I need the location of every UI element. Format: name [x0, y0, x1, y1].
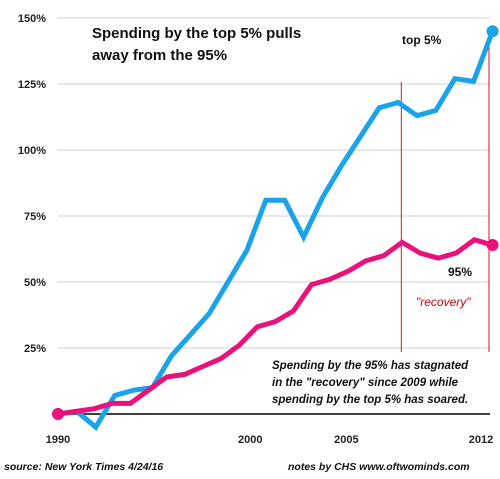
x-tick-label: 1990	[46, 434, 70, 446]
chart-title-line-2: away from the 95%	[92, 47, 227, 64]
chart-title-line-1: Spending by the top 5% pulls	[92, 25, 301, 42]
annotation-line-3: spending by the top 5% has soared.	[272, 394, 468, 406]
x-tick-label: 2000	[238, 434, 262, 446]
recovery-label: "recovery"	[416, 295, 471, 309]
gridlines	[58, 17, 490, 349]
x-axis-ticks: 1990 2000 2005 2012	[46, 434, 493, 446]
source-note: source: New York Times 4/24/16	[4, 461, 163, 473]
series-line-top5	[57, 30, 495, 431]
author-note: notes by CHS www.oftwominds.com	[288, 461, 470, 473]
annotation-line-1: Spending by the 95% has stagnated	[272, 360, 469, 372]
y-tick-label: 50%	[24, 277, 46, 289]
chart-labels: Spending by the top 5% pulls away from t…	[4, 25, 472, 473]
y-axis-ticks: 25% 50% 75% 100% 125% 150%	[18, 13, 46, 355]
y-tick-label: 150%	[18, 13, 46, 25]
start-dot-95	[52, 408, 64, 420]
annotation-line-2: in the "recovery" since 2009 while	[272, 377, 459, 389]
end-dot-95	[486, 239, 499, 252]
y-tick-label: 125%	[18, 79, 46, 91]
y-tick-label: 25%	[24, 343, 46, 355]
series-layer	[52, 25, 499, 431]
x-tick-label: 2012	[469, 434, 493, 446]
x-tick-label: 2005	[334, 434, 358, 446]
series-line-95	[57, 237, 494, 417]
recovery-markers	[400, 45, 490, 352]
series-label-95: 95%	[448, 265, 472, 279]
series-label-top5: top 5%	[402, 33, 442, 47]
y-tick-label: 75%	[24, 211, 46, 223]
end-dot-top5	[486, 25, 499, 38]
y-tick-label: 100%	[18, 145, 46, 157]
